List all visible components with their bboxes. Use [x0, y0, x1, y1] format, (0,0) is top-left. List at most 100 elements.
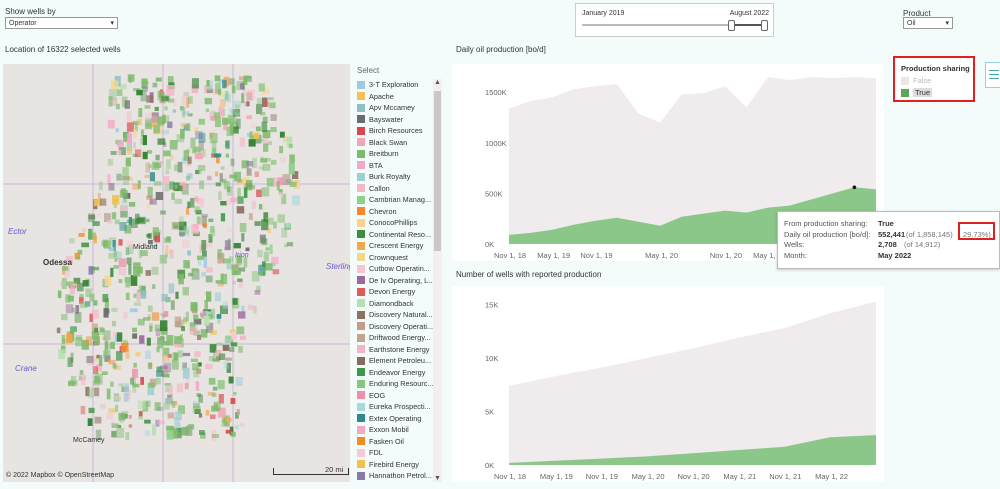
well-marker: [157, 337, 164, 349]
well-marker: [116, 332, 123, 342]
well-marker: [217, 314, 221, 324]
well-marker: [88, 407, 95, 414]
legend-item[interactable]: ConocoPhillips: [357, 217, 433, 229]
area-series-true[interactable]: [509, 435, 876, 465]
wells-count-chart[interactable]: 0K 5K 10K 15K Nov 1, 18 May 1, 19 Nov 1, 19 May…: [452, 286, 884, 482]
menu-icon[interactable]: [985, 62, 1000, 88]
legend-item[interactable]: Black Swan: [357, 137, 433, 149]
well-marker: [181, 427, 190, 436]
date-range-filter: January 2019 August 2022: [575, 3, 774, 37]
legend-item[interactable]: Exxon Mobil: [357, 424, 433, 436]
well-marker: [66, 281, 74, 286]
well-marker: [233, 100, 242, 108]
date-slider-start-handle[interactable]: [728, 20, 735, 31]
legend-item[interactable]: FDL: [357, 447, 433, 459]
legend-item[interactable]: Burk Royalty: [357, 171, 433, 183]
scroll-up-icon[interactable]: ▲: [434, 79, 441, 86]
date-slider-range: [730, 24, 763, 26]
scrollbar-thumb[interactable]: [434, 91, 441, 251]
legend-item[interactable]: EOG: [357, 390, 433, 402]
legend-item[interactable]: Hannathon Petrol...: [357, 470, 433, 481]
well-marker: [118, 147, 126, 156]
legend-item[interactable]: Enduring Resourc...: [357, 378, 433, 390]
legend-item[interactable]: Continental Reso...: [357, 229, 433, 241]
product-dropdown[interactable]: Oil ▾: [903, 17, 953, 29]
well-marker: [176, 185, 183, 192]
well-marker: [268, 141, 272, 145]
scroll-down-icon[interactable]: ▼: [434, 475, 441, 482]
well-marker: [211, 111, 215, 115]
show-wells-dropdown[interactable]: Operator ▾: [5, 17, 118, 29]
well-map[interactable]: Odessa Ector Crane McCamey Sterling Irio…: [3, 64, 350, 482]
well-marker: [286, 242, 294, 247]
well-marker: [163, 402, 170, 410]
legend-item[interactable]: Discovery Natural...: [357, 309, 433, 321]
well-marker: [126, 111, 132, 122]
legend-item-label: Apv Mccamey: [369, 103, 415, 113]
well-marker: [228, 78, 235, 85]
well-marker: [180, 128, 185, 139]
well-marker: [282, 174, 291, 185]
area-series-false[interactable]: [509, 301, 876, 466]
legend-item[interactable]: De Iv Operating, L...: [357, 275, 433, 287]
legend-item[interactable]: Crescent Energy: [357, 240, 433, 252]
legend-item[interactable]: 3-T Exploration: [357, 79, 433, 91]
legend-item[interactable]: Apv Mccamey: [357, 102, 433, 114]
well-marker: [120, 84, 127, 90]
well-marker: [137, 266, 143, 274]
legend-item[interactable]: BTA: [357, 160, 433, 172]
well-marker: [166, 85, 175, 96]
well-marker: [165, 386, 170, 393]
legend-item[interactable]: Diamondback: [357, 298, 433, 310]
map-attribution[interactable]: © 2022 Mapbox © OpenStreetMap: [6, 472, 114, 479]
well-marker: [230, 197, 237, 203]
well-marker: [101, 371, 108, 375]
legend-item[interactable]: Devon Energy: [357, 286, 433, 298]
legend-item[interactable]: Cutbow Operatin...: [357, 263, 433, 275]
well-marker: [278, 189, 283, 195]
legend-item[interactable]: Callon: [357, 183, 433, 195]
legend-item[interactable]: Earthstone Energy: [357, 344, 433, 356]
legend-swatch: [357, 230, 365, 239]
legend-item[interactable]: Cambrian Manag...: [357, 194, 433, 206]
legend-scrollbar[interactable]: ▲ ▼: [433, 79, 442, 482]
well-marker: [209, 110, 216, 121]
well-marker: [160, 320, 168, 332]
legend-item[interactable]: Extex Operating: [357, 413, 433, 425]
legend-item[interactable]: Endeavor Energy: [357, 367, 433, 379]
well-marker: [225, 141, 230, 148]
legend-item[interactable]: Firebird Energy: [357, 459, 433, 471]
well-marker: [161, 96, 169, 102]
legend-item[interactable]: Bayswater: [357, 114, 433, 126]
product-label: Product: [903, 9, 931, 18]
well-marker: [140, 90, 147, 102]
legend-item[interactable]: Discovery Operati...: [357, 321, 433, 333]
legend-item[interactable]: Eureka Prospecti...: [357, 401, 433, 413]
well-marker: [191, 78, 199, 89]
well-marker: [210, 308, 215, 319]
legend-item[interactable]: Fasken Oil: [357, 436, 433, 448]
legend-swatch: [357, 368, 365, 377]
well-marker: [175, 291, 179, 299]
legend-item[interactable]: Birch Resources: [357, 125, 433, 137]
date-slider-end-handle[interactable]: [761, 20, 768, 31]
well-marker: [231, 264, 238, 276]
well-marker: [122, 176, 130, 181]
legend-item[interactable]: Chevron: [357, 206, 433, 218]
well-marker: [155, 77, 162, 82]
legend-item[interactable]: Breitburn: [357, 148, 433, 160]
area-series-false[interactable]: [509, 77, 876, 244]
well-marker: [182, 352, 191, 357]
well-marker: [215, 280, 224, 284]
well-marker: [87, 213, 95, 223]
legend-item-true[interactable]: True: [901, 88, 933, 97]
legend-item-false[interactable]: False: [901, 76, 931, 85]
legend-item[interactable]: Crownquest: [357, 252, 433, 264]
legend-item[interactable]: Driftwood Energy...: [357, 332, 433, 344]
legend-item[interactable]: Element Petroleu...: [357, 355, 433, 367]
well-marker: [181, 96, 187, 106]
date-slider-track[interactable]: [582, 24, 768, 26]
legend-item[interactable]: Apache: [357, 91, 433, 103]
well-marker: [106, 388, 111, 400]
well-marker: [239, 223, 247, 233]
